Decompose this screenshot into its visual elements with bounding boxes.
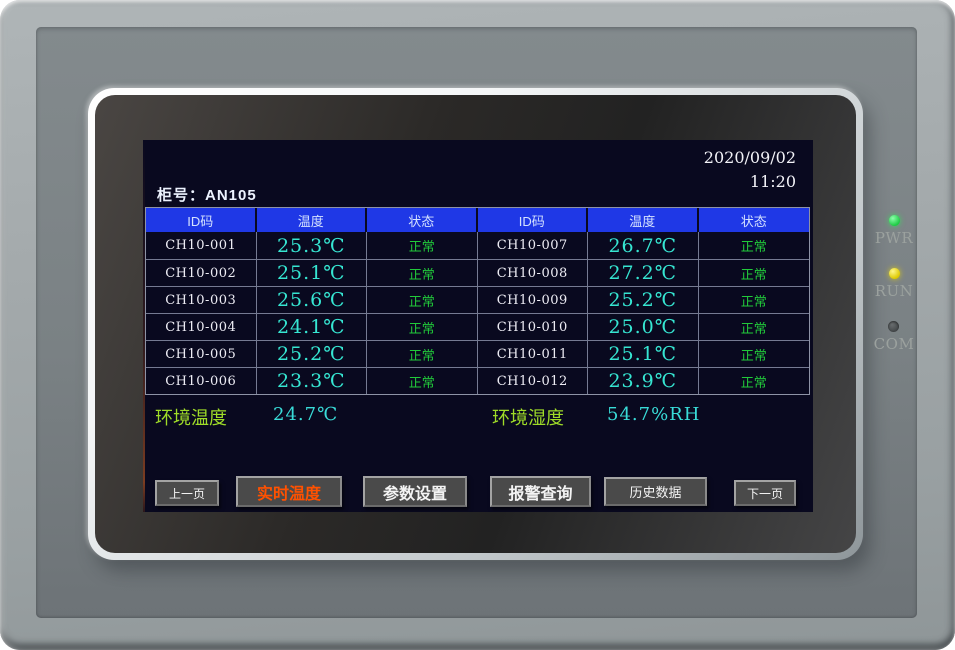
ambient-temp-value: 24.7℃	[273, 404, 339, 425]
channel-temp: 23.3℃	[257, 368, 367, 394]
cabinet-value: AN105	[205, 187, 257, 204]
power-led-label: PWR	[874, 229, 914, 247]
channel-table: ID码 温度 状态 ID码 温度 状态 CH10-001 25.3℃ 正常 CH…	[145, 207, 810, 395]
table-row: CH10-006 23.3℃ 正常 CH10-012 23.9℃ 正常	[146, 367, 809, 394]
channel-temp: 25.6℃	[257, 287, 367, 313]
lcd-display: 2020/09/02 11:20 柜号：AN105 ID码 温度 状态 ID码 …	[143, 140, 813, 512]
power-led-group: PWR	[875, 215, 913, 247]
run-led-icon	[888, 268, 900, 279]
ambient-humidity-label: 环境湿度	[492, 408, 564, 428]
table-row: CH10-003 25.6℃ 正常 CH10-009 25.2℃ 正常	[146, 286, 809, 313]
ambient-readouts: 环境温度 24.7℃ 环境湿度 54.7%RH	[143, 404, 813, 428]
channel-status: 正常	[740, 239, 767, 254]
channel-status: 正常	[740, 347, 767, 363]
channel-temp: 25.0℃	[588, 314, 699, 340]
channel-temp: 26.7℃	[588, 232, 699, 259]
channel-id: CH10-001	[146, 232, 257, 259]
run-led-group: RUN	[875, 268, 914, 300]
col-header-id: ID码	[146, 208, 257, 232]
channel-temp: 25.3℃	[257, 232, 367, 259]
channel-id: CH10-008	[478, 260, 588, 286]
channel-id: CH10-007	[478, 232, 588, 259]
col-header-temp: 温度	[588, 208, 699, 232]
col-header-status: 状态	[367, 208, 478, 232]
channel-temp: 23.9℃	[588, 368, 699, 394]
datetime-display: 2020/09/02 11:20	[704, 146, 796, 194]
channel-temp: 25.2℃	[588, 287, 699, 313]
channel-id: CH10-003	[146, 287, 257, 313]
com-led-icon	[888, 321, 900, 332]
table-row: CH10-001 25.3℃ 正常 CH10-007 26.7℃ 正常	[146, 232, 809, 259]
table-header-row: ID码 温度 状态 ID码 温度 状态	[146, 208, 809, 232]
cabinet-id: 柜号：AN105	[157, 184, 257, 205]
table-row: CH10-002 25.1℃ 正常 CH10-008 27.2℃ 正常	[146, 259, 809, 286]
channel-temp: 25.1℃	[588, 341, 699, 367]
com-led-label: COM	[873, 335, 915, 353]
alarm-query-button[interactable]: 报警查询	[490, 476, 591, 507]
channel-id: CH10-009	[478, 287, 588, 313]
run-led-label: RUN	[874, 282, 914, 300]
screen-assembly: 2020/09/02 11:20 柜号：AN105 ID码 温度 状态 ID码 …	[88, 88, 863, 560]
time-text: 11:20	[749, 172, 796, 191]
channel-id: CH10-004	[146, 314, 257, 340]
power-led-icon	[888, 215, 900, 226]
prev-page-button[interactable]: 上一页	[155, 480, 219, 506]
table-row: CH10-004 24.1℃ 正常 CH10-010 25.0℃ 正常	[146, 313, 809, 340]
next-page-button[interactable]: 下一页	[734, 480, 796, 506]
status-led-strip: PWR RUN COM	[868, 215, 920, 353]
channel-temp: 25.2℃	[257, 341, 367, 367]
channel-temp: 27.2℃	[588, 260, 699, 286]
col-header-id: ID码	[478, 208, 588, 232]
realtime-temp-button[interactable]: 实时温度	[236, 476, 342, 507]
channel-status: 正常	[367, 287, 478, 313]
nav-button-bar: 上一页 实时温度 参数设置 报警查询 历史数据 下一页	[143, 474, 813, 510]
channel-temp: 24.1℃	[257, 314, 367, 340]
channel-status: 正常	[367, 314, 478, 340]
parameter-settings-button[interactable]: 参数设置	[363, 476, 467, 507]
channel-id: CH10-010	[478, 314, 588, 340]
channel-status: 正常	[367, 260, 478, 286]
history-data-button[interactable]: 历史数据	[604, 477, 707, 506]
channel-temp: 25.1℃	[257, 260, 367, 286]
com-led-group: COM	[874, 321, 915, 353]
screen-bezel: 2020/09/02 11:20 柜号：AN105 ID码 温度 状态 ID码 …	[95, 95, 856, 553]
channel-status: 正常	[740, 374, 767, 390]
channel-id: CH10-005	[146, 341, 257, 367]
channel-id: CH10-002	[146, 260, 257, 286]
channel-status: 正常	[740, 293, 767, 309]
ambient-temp-label: 环境温度	[155, 408, 227, 428]
channel-status: 正常	[367, 341, 478, 367]
col-header-temp: 温度	[257, 208, 367, 232]
channel-status: 正常	[740, 320, 767, 336]
cabinet-label: 柜号：	[157, 187, 206, 204]
channel-status: 正常	[367, 368, 478, 394]
date-text: 2020/09/02	[703, 148, 796, 167]
ambient-humidity-value: 54.7%RH	[607, 404, 701, 425]
channel-id: CH10-012	[478, 368, 588, 394]
channel-id: CH10-011	[478, 341, 588, 367]
channel-id: CH10-006	[146, 368, 257, 394]
channel-status: 正常	[367, 232, 478, 259]
channel-status: 正常	[740, 266, 767, 282]
col-header-status: 状态	[740, 213, 767, 229]
table-row: CH10-005 25.2℃ 正常 CH10-011 25.1℃ 正常	[146, 340, 809, 367]
